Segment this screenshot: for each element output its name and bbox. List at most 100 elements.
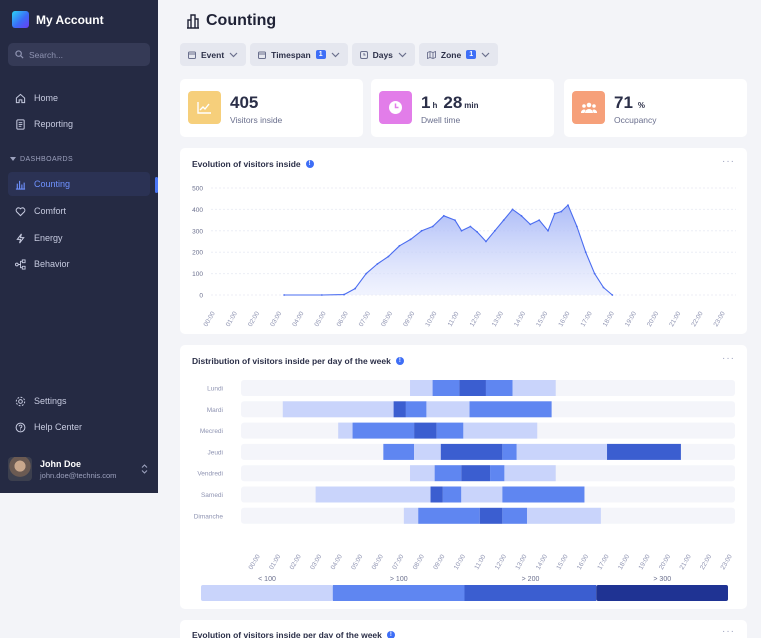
heat-cell: [434, 465, 462, 482]
legend-label: > 200: [522, 576, 540, 583]
kpi-value: 405: [230, 93, 258, 113]
lightning-icon: [15, 233, 26, 244]
kpi-visitors-inside: 405 Visitors inside: [180, 79, 363, 137]
search-icon: [15, 50, 24, 59]
sidebar-item-comfort[interactable]: Comfort: [8, 199, 150, 223]
filter-label: Event: [201, 49, 225, 60]
x-tick-label: 17:00: [596, 553, 610, 571]
filter-days[interactable]: Days: [351, 43, 415, 66]
active-indicator: [155, 177, 158, 193]
chevron-down-icon: [229, 52, 238, 57]
kpi-label: Dwell time: [421, 115, 461, 125]
sidebar-item-help-center[interactable]: Help Center: [8, 415, 150, 439]
row-label: Lundi: [207, 386, 223, 393]
brand-name: My Account: [36, 12, 104, 27]
more-options-button[interactable]: ···: [722, 156, 735, 167]
calendar-icon: [258, 51, 267, 59]
user-info: John Doe john.doe@technis.com: [40, 459, 116, 480]
info-icon[interactable]: !: [395, 357, 404, 365]
heat-cell: [459, 380, 486, 396]
x-tick-label: 20:00: [646, 310, 660, 328]
kpi-unit: %: [637, 101, 646, 110]
kpi-minutes: 28: [443, 93, 463, 112]
filter-zone[interactable]: Zone 1: [418, 43, 499, 66]
sidebar-item-counting[interactable]: Counting: [8, 172, 150, 196]
heat-cell: [607, 443, 681, 460]
more-options-button[interactable]: ···: [722, 626, 735, 637]
panel-title: Evolution of visitors inside !: [192, 159, 314, 169]
sidebar-item-energy[interactable]: Energy: [8, 226, 150, 250]
people-icon: [580, 102, 597, 113]
filter-event[interactable]: Event: [180, 43, 247, 66]
search-box[interactable]: [8, 43, 150, 66]
x-tick-label: 15:00: [555, 553, 569, 571]
data-point: [476, 230, 478, 233]
series-line: [284, 204, 613, 296]
kpi-icon-box: [188, 91, 221, 124]
filter-count-badge: 1: [466, 50, 477, 59]
heat-cell: [526, 507, 601, 524]
bar-chart-icon: [15, 179, 26, 190]
x-tick-label: 05:00: [350, 553, 364, 571]
info-icon[interactable]: !: [386, 631, 395, 638]
filter-label: Timespan: [271, 49, 311, 60]
dashboards-section-toggle[interactable]: DASHBOARDS: [10, 156, 73, 163]
filter-timespan[interactable]: Timespan 1: [250, 43, 348, 66]
gear-icon: [15, 396, 26, 407]
data-point: [354, 287, 357, 290]
heat-cell: [315, 486, 431, 503]
panel-title: Distribution of visitors inside per day …: [192, 356, 404, 366]
data-point: [398, 244, 401, 247]
info-icon[interactable]: !: [305, 160, 314, 168]
heat-cell: [512, 380, 556, 396]
section-label: DASHBOARDS: [20, 156, 74, 163]
kpi-label: Occupancy: [614, 115, 657, 125]
sidebar-item-label: Home: [34, 93, 59, 103]
row-label: Vendredi: [197, 471, 223, 478]
heat-cell: [282, 401, 394, 418]
x-tick-label: 20:00: [658, 553, 672, 571]
sidebar-item-reporting[interactable]: Reporting: [8, 112, 150, 136]
sidebar-item-behavior[interactable]: Behavior: [8, 252, 150, 276]
chevron-down-icon: [481, 52, 490, 57]
heat-cell: [461, 465, 491, 482]
heat-cell: [502, 507, 527, 524]
user-menu[interactable]: John Doe john.doe@technis.com: [8, 456, 150, 482]
sidebar: My Account Home Reporting DASHBOARDS Cou…: [0, 0, 158, 493]
data-point: [454, 219, 456, 221]
x-tick-label: 08:00: [412, 553, 426, 571]
x-tick-label: 13:00: [514, 553, 528, 571]
help-icon: [15, 422, 26, 433]
clock-icon: [389, 101, 402, 114]
search-input[interactable]: [29, 49, 139, 60]
document-icon: [15, 118, 26, 130]
y-tick-label: 100: [192, 271, 203, 278]
heat-cell: [479, 507, 503, 524]
x-tick-label: 08:00: [380, 310, 394, 328]
evolution-chart-panel: Evolution of visitors inside ! ··· 0 100 2…: [180, 148, 747, 334]
x-tick-label: 23:00: [720, 553, 734, 571]
account-header[interactable]: My Account: [12, 11, 104, 28]
kpi-icon-box: [379, 91, 412, 124]
heat-cell: [436, 422, 464, 439]
more-options-button[interactable]: ···: [722, 353, 735, 364]
filter-count-badge: 1: [315, 50, 326, 59]
x-tick-label: 10:00: [424, 310, 438, 328]
heat-cell: [414, 443, 441, 460]
kpi-number: 71: [614, 93, 633, 112]
data-point: [502, 219, 505, 221]
sidebar-item-settings[interactable]: Settings: [8, 389, 150, 413]
sidebar-item-home[interactable]: Home: [8, 86, 150, 110]
x-tick-label: 05:00: [313, 310, 327, 328]
legend-swatch: [596, 585, 728, 601]
x-tick-label: 06:00: [336, 310, 350, 328]
panel-title-text: Evolution of visitors inside per day of …: [192, 630, 382, 638]
data-point: [420, 229, 423, 232]
x-tick-label: 10:00: [453, 553, 467, 571]
sidebar-item-label: Counting: [34, 179, 71, 189]
weekly-evolution-panel: Evolution of visitors inside per day of …: [180, 620, 747, 638]
x-tick-label: 09:00: [432, 553, 446, 571]
heat-cell: [469, 401, 552, 418]
